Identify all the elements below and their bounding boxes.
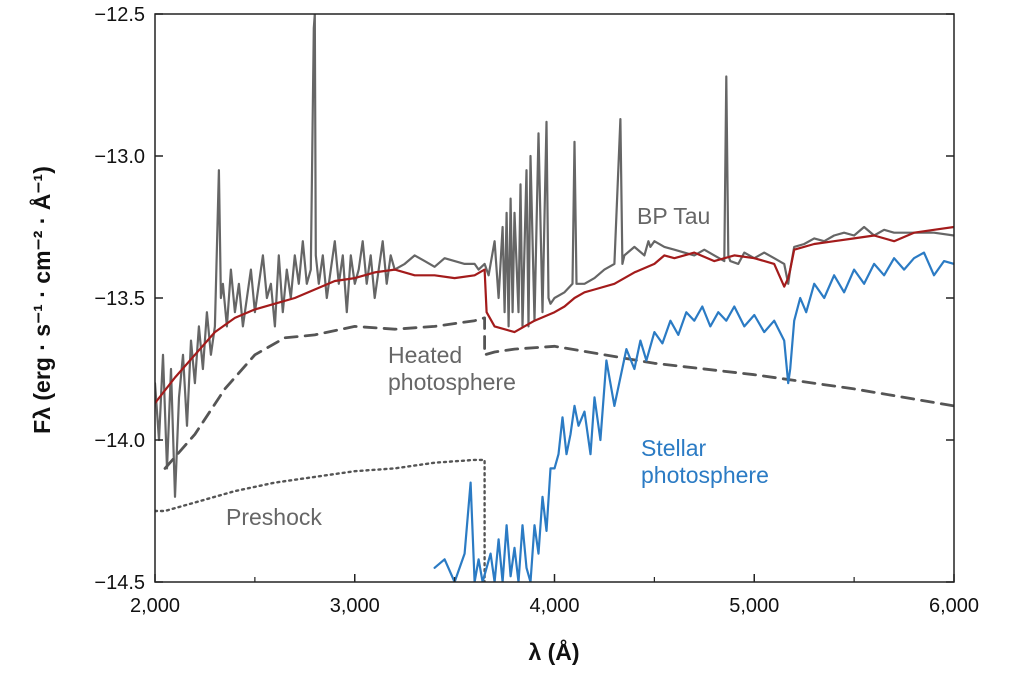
y-tick-label: −13.5: [94, 288, 145, 310]
y-tick-label: −14.5: [94, 572, 145, 594]
x-tick-label: 4,000: [529, 595, 579, 617]
x-tick-label: 5,000: [729, 595, 779, 617]
annotation-stellar: Stellar photosphere: [641, 435, 769, 488]
y-tick-label: −13.0: [94, 146, 145, 168]
annotations: BP Tau Heated photosphere Stellar photospher…: [226, 203, 769, 530]
series-dotted: [155, 458, 486, 582]
x-tick-label: 2,000: [130, 595, 180, 617]
axis-ticks: 2,000 3,000 4,000 5,000 6,000 −14.5 −14.0 −13.5…: [94, 4, 979, 617]
annotation-preshock: Preshock: [226, 504, 322, 530]
x-axis-title: λ (Å): [528, 638, 579, 665]
y-tick-label: −14.0: [94, 430, 145, 452]
series-dashed: [163, 316, 954, 470]
x-tick-label: 6,000: [929, 595, 979, 617]
series-layer: [155, 14, 954, 582]
y-tick-label: −12.5: [94, 4, 145, 26]
x-tick-label: 3,000: [330, 595, 380, 617]
y-axis-title: Fλ (erg · s⁻¹ · cm⁻² · Å⁻¹): [28, 166, 55, 434]
annotation-heated: Heated photosphere: [388, 342, 516, 395]
annotation-bptau: BP Tau: [637, 203, 710, 229]
series-stellar: [433, 251, 954, 582]
series-model: [155, 225, 954, 405]
series-bptau: [155, 14, 954, 498]
